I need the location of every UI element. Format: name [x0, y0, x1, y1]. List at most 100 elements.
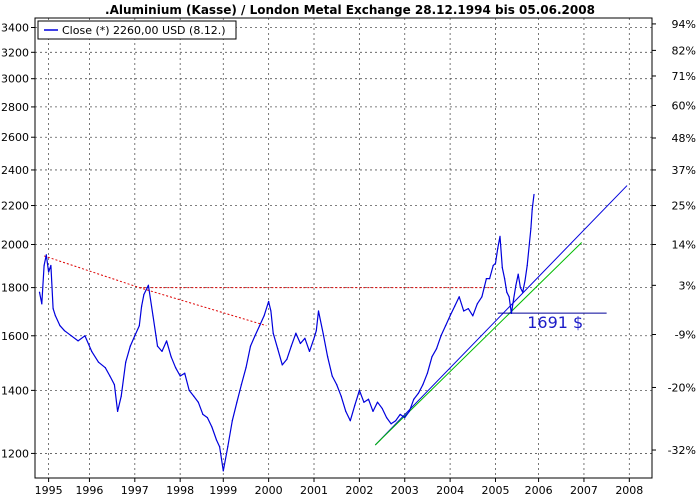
right-tick-label-3: 60%: [672, 99, 696, 112]
y-tick-label-0: 3400: [1, 22, 29, 35]
data-point-0-59: [290, 345, 292, 347]
data-point-0-18: [116, 410, 119, 412]
data-point-0-62: [304, 337, 306, 339]
data-point-0-15: [104, 367, 106, 369]
data-point-0-19: [120, 395, 122, 397]
right-axis-labels: 94% 82% 71% 60% 48% 37% 25% 14% 3% -9% -20% -32%: [652, 18, 696, 457]
data-point-0-94: [444, 325, 447, 327]
data-point-0-75: [358, 389, 360, 391]
data-point-0-69: [331, 375, 333, 377]
data-point-0-93: [440, 335, 442, 337]
data-point-0-4: [48, 271, 50, 273]
data-point-0-121: [528, 241, 531, 244]
data-point-0-10: [70, 335, 72, 337]
data-point-0-76: [363, 401, 365, 403]
y-axis-labels: 3400 3200 3000 2800 2600 2400 2200 2000 1800 1600…: [1, 22, 35, 460]
data-point-0-110: [503, 278, 506, 280]
x-tick-label-6: 2001: [300, 484, 328, 497]
x-tick-label-13: 2008: [615, 484, 643, 497]
data-point-0-95: [449, 315, 451, 317]
data-point-0-122: [530, 227, 532, 230]
right-tick-label-0: 94%: [672, 18, 696, 31]
data-point-0-109: [501, 267, 503, 269]
data-point-0-89: [422, 383, 424, 386]
data-point-0-60: [295, 332, 297, 334]
data-point-0-113: [510, 312, 512, 314]
data-point-0-123: [531, 208, 533, 210]
data-point-0-98: [463, 310, 465, 312]
data-point-0-58: [286, 358, 288, 361]
data-point-0-40: [211, 426, 213, 428]
data-point-0-43: [222, 470, 224, 472]
data-point-0-23: [138, 325, 140, 327]
data-point-0-31: [170, 356, 172, 358]
data-point-0-103: [485, 278, 488, 280]
y-tick-label-5: 2400: [1, 164, 29, 177]
annotation-1691: 1691 $: [527, 313, 583, 332]
data-point-0-119: [524, 280, 526, 282]
y-tick-label-2: 3000: [1, 73, 29, 86]
data-point-0-112: [508, 296, 510, 298]
data-point-0-65: [315, 330, 317, 332]
data-point-0-45: [231, 420, 233, 422]
x-tick-label-3: 1998: [166, 484, 194, 497]
data-point-0-63: [308, 350, 311, 353]
right-tick-label-1: 82%: [672, 44, 696, 57]
data-point-0-79: [376, 401, 379, 403]
data-point-0-104: [488, 278, 491, 280]
data-point-0-52: [263, 315, 265, 317]
data-point-0-42: [219, 446, 221, 448]
y-tick-label-9: 1600: [1, 330, 29, 343]
data-point-0-105: [492, 264, 494, 267]
chart-title: .Aluminium (Kasse) / London Metal Exchan…: [105, 3, 595, 17]
data-point-0-41: [215, 439, 218, 441]
data-point-0-118: [522, 291, 524, 293]
data-point-0-38: [202, 413, 204, 416]
y-tick-label-3: 2800: [1, 101, 29, 114]
x-tick-label-4: 1999: [209, 484, 237, 497]
data-point-0-13: [91, 350, 93, 353]
x-tick-label-10: 2005: [481, 484, 509, 497]
data-point-0-9: [63, 330, 66, 332]
trendline-resistance-1: [43, 255, 140, 289]
data-point-0-48: [245, 367, 247, 369]
data-point-0-106: [494, 262, 497, 264]
data-point-0-46: [236, 401, 238, 403]
data-point-0-100: [472, 315, 474, 317]
y-tick-label-10: 1400: [1, 384, 29, 397]
data-point-0-29: [161, 350, 163, 353]
data-point-0-20: [125, 361, 127, 363]
x-tick-label-12: 2007: [570, 484, 598, 497]
data-point-0-101: [476, 303, 478, 305]
data-point-0-124: [533, 193, 535, 196]
y-tick-label-4: 2600: [1, 131, 29, 144]
data-point-0-117: [519, 287, 522, 289]
data-point-0-1: [41, 303, 43, 305]
x-tick-label-2: 1997: [121, 484, 149, 497]
data-point-0-54: [270, 310, 272, 312]
legend-label: Close (*) 2260,00 USD (8.12.): [62, 24, 226, 37]
data-point-0-21: [129, 345, 131, 347]
y-tick-label-6: 2200: [1, 200, 29, 213]
x-axis-labels: 1995 1996 1997 1998 1999 2000 2001 2002 2003 2004…: [35, 478, 643, 497]
data-point-0-32: [175, 367, 177, 369]
data-point-0-51: [258, 325, 261, 327]
data-point-0-2: [43, 264, 45, 267]
data-point-0-6: [52, 307, 54, 310]
data-point-0-3: [45, 254, 47, 256]
right-tick-label-7: 14%: [672, 239, 696, 252]
data-point-0-66: [317, 310, 320, 312]
data-point-0-86: [408, 410, 410, 412]
data-point-0-49: [249, 345, 252, 347]
data-point-0-85: [404, 416, 406, 419]
plot-frame: [34, 17, 653, 479]
data-point-0-81: [385, 416, 388, 419]
right-tick-label-9: -9%: [675, 328, 696, 341]
x-tick-label-9: 2004: [436, 484, 464, 497]
y-tick-label-8: 1800: [1, 282, 29, 295]
data-point-0-83: [395, 420, 397, 422]
y-tick-label-11: 1200: [1, 447, 29, 460]
data-point-0-14: [97, 361, 100, 363]
